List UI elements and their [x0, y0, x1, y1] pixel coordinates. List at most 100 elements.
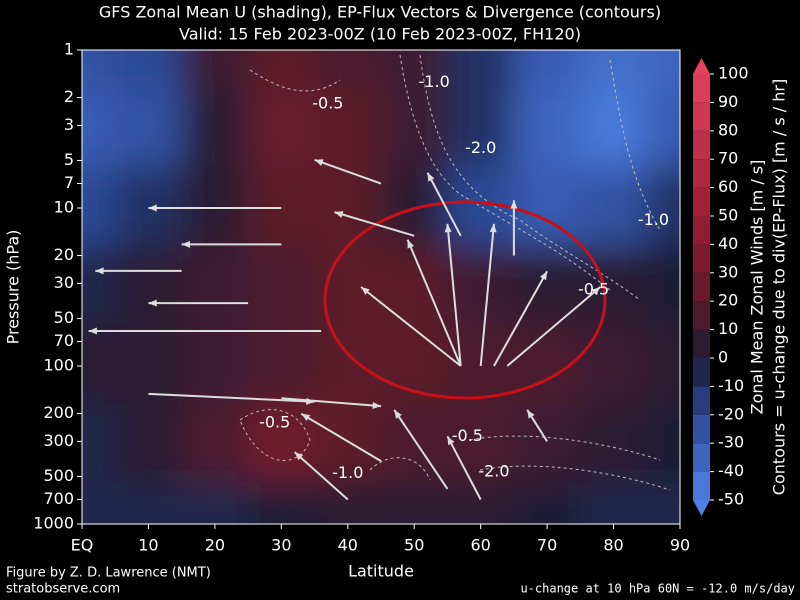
shading-cell: [115, 324, 183, 405]
contour-label: -1.0: [419, 72, 450, 91]
shading-cell: [580, 324, 648, 405]
colorbar-tick-label: -10: [718, 376, 744, 395]
arrow-shaft: [393, 409, 449, 490]
shading-cell: [447, 482, 515, 524]
shading-cell: [181, 87, 249, 168]
ep-flux-arrow: [88, 327, 322, 335]
y-tick-label: 3: [64, 115, 74, 134]
colorbar-segment: [693, 386, 710, 415]
site: stratobserve.com: [6, 582, 120, 597]
shading-cell: [82, 50, 116, 89]
ep-flux-arrow: [479, 223, 497, 367]
contour-label: -1.0: [638, 210, 669, 229]
shading-cell: [181, 324, 249, 405]
colorbar-segment: [693, 102, 710, 131]
x-tick-label: EQ: [71, 536, 94, 555]
shading-cell: [513, 87, 581, 168]
y-tick-label: 50: [54, 308, 74, 327]
shading-cell: [248, 324, 316, 405]
shading-cell: [580, 482, 648, 524]
arrow-head: [334, 211, 344, 218]
colorbar-tick-label: 80: [718, 120, 738, 139]
arrow-head: [95, 267, 104, 275]
shading-cell: [381, 87, 448, 168]
arrow-shaft: [281, 397, 382, 408]
shading-cell: [513, 403, 581, 484]
colorbar-segment: [693, 443, 710, 472]
shading-cell: [248, 482, 316, 524]
shading-cell: [314, 166, 382, 247]
arrow-head: [591, 287, 601, 296]
colorbar-tick-label: 40: [718, 234, 738, 253]
colorbar-tick-label: 0: [718, 348, 728, 367]
ep-flux-arrow: [426, 172, 462, 237]
arrow-shaft: [293, 451, 349, 501]
shading-cell: [115, 50, 183, 89]
colorbar-tick-label: 10: [718, 319, 738, 338]
ep-flux-arrow: [281, 397, 382, 409]
ep-flux-arrow: [526, 409, 548, 442]
shading-cell: [181, 50, 249, 89]
shading-cell: [513, 166, 581, 247]
y-axis-label: Pressure (hPa): [4, 230, 23, 345]
colorbar-segment: [693, 130, 710, 160]
arrow-head: [489, 223, 497, 233]
colorbar-tick-label: 60: [718, 177, 738, 196]
ep-flux-arrow: [393, 409, 449, 490]
x-tick-label: 80: [603, 536, 623, 555]
colorbar-tick-label: 20: [718, 291, 738, 310]
ep-flux-arrow: [95, 267, 182, 275]
credit: Figure by Z. D. Lawrence (NMT): [6, 566, 211, 581]
colorbar-label: Contours = u-change due to div(EP-Flux) …: [770, 79, 789, 495]
ep-flux-arrow: [293, 451, 349, 501]
arrow-head: [361, 287, 370, 295]
ep-flux-arrow: [300, 412, 382, 462]
ep-flux-arrow: [506, 286, 601, 367]
shading-cell: [115, 403, 183, 484]
shading-cell: [314, 324, 382, 405]
shading-cell: [447, 245, 515, 326]
x-tick-label: 10: [138, 536, 158, 555]
shading-cell: [82, 87, 116, 168]
shading-cell: [181, 403, 249, 484]
ep-flux-arrow: [181, 240, 282, 248]
colorbar-cap-top: [693, 58, 710, 74]
shading-cell: [181, 482, 249, 524]
shading-cell: [646, 403, 680, 484]
shading-cell: [115, 245, 183, 326]
colorbar-cap-bottom: [693, 500, 710, 516]
shading-cell: [248, 87, 316, 168]
colorbar-tick-label: 90: [718, 92, 738, 111]
y-tick-label: 7: [64, 173, 74, 192]
arrow-head: [394, 409, 402, 419]
shading-cell: [580, 87, 648, 168]
y-tick-label: 300: [43, 431, 74, 450]
shading-cell: [381, 50, 448, 89]
arrow-head: [372, 402, 381, 409]
colorbar-segment: [693, 414, 710, 444]
x-tick-label: 40: [338, 536, 358, 555]
contour-lines: [239, 54, 671, 491]
arrow-head: [148, 299, 157, 307]
x-tick-label: 30: [271, 536, 291, 555]
ep-flux-arrow: [148, 204, 282, 212]
shading-cell: [381, 166, 448, 247]
note: u-change at 10 hPa 60N = -12.0 m/s/day: [520, 582, 795, 596]
contour-label: -0.5: [312, 94, 343, 113]
colorbar-tick-label: -30: [718, 433, 744, 452]
arrow-shaft: [506, 286, 601, 367]
x-tick-label: 60: [470, 536, 490, 555]
shading-cell: [580, 166, 648, 247]
ep-flux-arrow: [406, 239, 462, 367]
ep-flux-vectors: [88, 158, 601, 501]
shading-cell: [447, 50, 515, 89]
x-axis-label: Latitude: [348, 562, 414, 581]
shading-cell: [82, 245, 116, 326]
shading-cell: [314, 87, 382, 168]
shading-cell: [82, 324, 116, 405]
ep-flux-arrow: [360, 286, 462, 367]
x-tick-label: 90: [670, 536, 690, 555]
colorbar-tick-label: 100: [718, 64, 749, 83]
chart-title: GFS Zonal Mean U (shading), EP-Flux Vect…: [99, 3, 661, 22]
y-tick-label: 2: [64, 87, 74, 106]
